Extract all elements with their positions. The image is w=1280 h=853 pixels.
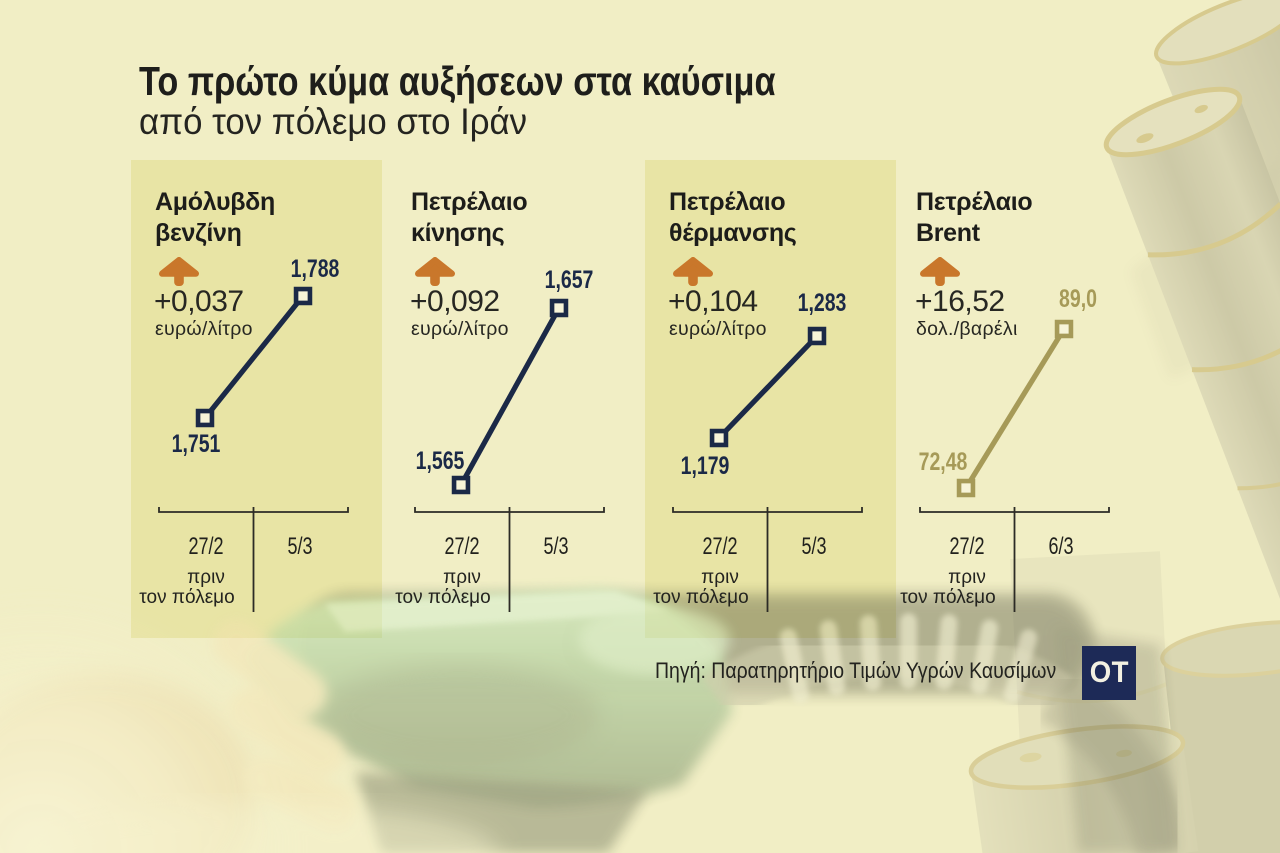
end-value-label: 1,788	[290, 254, 340, 283]
end-date-label: 5/3	[287, 533, 313, 560]
change-value: +0,037	[154, 285, 244, 318]
fuel-panel: Πετρέλαιο θέρμανσης +0,104 ευρώ/λίτρο 1,…	[645, 160, 896, 638]
change-unit: ευρώ/λίτρο	[155, 318, 253, 340]
ot-logo-text: OT	[1089, 656, 1129, 689]
panel-title-line1: Πετρέλαιο	[669, 188, 786, 216]
panel-title: Πετρέλαιο θέρμανσης	[669, 187, 797, 249]
end-value-label: 1,657	[544, 265, 594, 294]
line-chart	[414, 298, 605, 612]
page-subtitle: από τον πόλεμο στο Ιράν	[139, 101, 528, 142]
page-title: Το πρώτο κύμα αυξήσεων στα καύσιμα	[139, 58, 776, 104]
start-value-label: 1,179	[680, 451, 730, 480]
panel-title-line2: Brent	[916, 219, 980, 247]
start-date-label: 27/2	[949, 533, 985, 560]
start-date-label: 27/2	[702, 533, 738, 560]
panel-title-line1: Αμόλυβδη	[155, 188, 275, 216]
end-date-label: 5/3	[543, 533, 569, 560]
fuel-panel: Πετρέλαιο κίνησης +0,092 ευρώ/λίτρο 1,56…	[387, 160, 638, 638]
start-date-label: 27/2	[188, 533, 224, 560]
panel-title: Αμόλυβδη βενζίνη	[155, 187, 275, 249]
title-block: Το πρώτο κύμα αυξήσεων στα καύσιμα από τ…	[139, 60, 900, 142]
panel-title-line1: Πετρέλαιο	[411, 188, 528, 216]
panel-title-line2: κίνησης	[411, 219, 505, 247]
end-value-label: 89,0	[1059, 285, 1097, 314]
end-date-label: 5/3	[801, 533, 827, 560]
fuel-panel: Πετρέλαιο Brent +16,52 δολ./βαρέλι 72,48…	[892, 160, 1143, 638]
start-value-label: 72,48	[918, 448, 968, 477]
change-unit: ευρώ/λίτρο	[411, 318, 509, 340]
line-chart	[158, 286, 349, 612]
start-date-label: 27/2	[444, 533, 480, 560]
start-value-label: 1,565	[415, 446, 465, 475]
change-value: +16,52	[915, 285, 1005, 318]
up-arrow-icon	[159, 257, 199, 286]
change-unit: ευρώ/λίτρο	[669, 318, 767, 340]
change-value: +0,092	[410, 285, 500, 318]
line-chart	[919, 319, 1110, 612]
end-value-label: 1,283	[797, 288, 847, 317]
up-arrow-icon	[415, 257, 455, 286]
start-value-label: 1,751	[171, 429, 221, 458]
panel-title-line1: Πετρέλαιο	[916, 188, 1033, 216]
panel-title-line2: θέρμανσης	[669, 219, 797, 247]
source-note: Πηγή: Παρατηρητήριο Τιμών Υγρών Καυσίμων	[655, 658, 1057, 683]
fuel-panel: Αμόλυβδη βενζίνη +0,037 ευρώ/λίτρο 1,751…	[131, 160, 382, 638]
ot-logo: OT	[1082, 646, 1136, 700]
panel-title: Πετρέλαιο κίνησης	[411, 187, 528, 249]
up-arrow-icon	[673, 257, 713, 286]
panel-title: Πετρέλαιο Brent	[916, 187, 1033, 249]
panel-title-line2: βενζίνη	[155, 219, 242, 247]
up-arrow-icon	[920, 257, 960, 286]
change-value: +0,104	[668, 285, 758, 318]
end-date-label: 6/3	[1048, 533, 1074, 560]
change-unit: δολ./βαρέλι	[916, 318, 1018, 340]
line-chart	[672, 326, 863, 612]
